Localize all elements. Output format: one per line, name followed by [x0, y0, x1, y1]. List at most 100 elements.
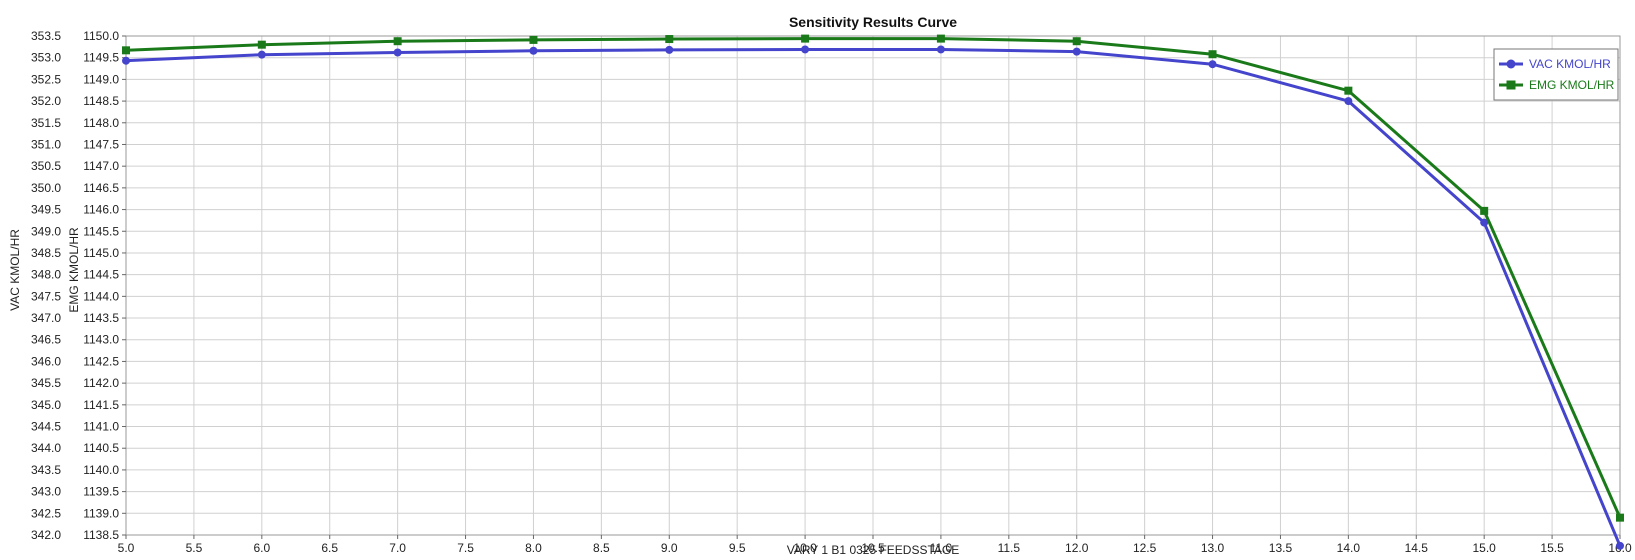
x-tick-label: 7.5: [457, 541, 474, 555]
series-vac: [122, 45, 1624, 550]
x-tick-label: 10.0: [793, 541, 817, 555]
data-point: [1072, 47, 1081, 56]
x-tick-label: 6.0: [253, 541, 270, 555]
data-point: [393, 48, 402, 57]
y-tick-label-emg: 1142.5: [83, 354, 119, 368]
x-axis-label: VARY 1 B1 0325 FEEDSSTAGE: [787, 543, 960, 557]
x-tick-label: 12.0: [1065, 541, 1089, 555]
y-tick-label-emg: 1143.0: [83, 333, 119, 347]
data-point: [529, 35, 538, 44]
data-point: [665, 35, 674, 44]
data-point: [1616, 541, 1624, 550]
x-tick-label: 9.0: [661, 541, 678, 555]
x-tick-label: 9.5: [729, 541, 746, 555]
data-point: [801, 45, 810, 54]
y-tick-label-emg: 1149.0: [83, 72, 119, 86]
y-tick-label-emg: 1149.5: [83, 51, 119, 65]
y-tick-label-emg: 1148.0: [83, 116, 119, 130]
y-tick-label-vac: 350.5: [31, 159, 61, 173]
y-tick-label-emg: 1140.0: [83, 463, 119, 477]
y-tick-label-emg: 1148.5: [83, 94, 119, 108]
x-tick-label: 13.5: [1269, 541, 1293, 555]
data-point: [1208, 60, 1217, 69]
x-tick-label: 11.5: [998, 541, 1021, 555]
x-tick-label: 7.0: [389, 541, 406, 555]
chart-title: Sensitivity Results Curve: [789, 14, 957, 30]
legend-label: EMG KMOL/HR: [1529, 78, 1615, 92]
legend-marker: [1506, 59, 1516, 69]
legend-item-emg: EMG KMOL/HR: [1499, 78, 1615, 92]
x-tick-label: 8.0: [525, 541, 542, 555]
legend-box: [1493, 48, 1619, 101]
data-point: [1344, 97, 1353, 106]
x-tick-label: 14.5: [1405, 541, 1429, 555]
y-tick-label-vac: 347.5: [31, 289, 61, 303]
y-tick-label-vac: 353.5: [31, 29, 61, 43]
y-axis-label-vac: VAC KMOL/HR: [8, 229, 22, 311]
y-tick-label-emg: 1147.0: [83, 159, 119, 173]
y-tick-label-emg: 1145.0: [83, 246, 119, 260]
y-tick-label-emg: 1144.0: [83, 289, 119, 303]
x-tick-label: 15.5: [1540, 541, 1564, 555]
y-tick-label-vac: 351.0: [31, 137, 61, 151]
legend-item-vac: VAC KMOL/HR: [1499, 57, 1611, 71]
y-tick-label-vac: 345.5: [31, 376, 61, 390]
y-axis-emg: 1150.0 1149.5 1149.0 1148.5 1148.0 1147.5 1147…: [83, 29, 119, 542]
y-tick-label-emg: 1143.5: [83, 311, 119, 325]
y-tick-label-emg: 1142.0: [83, 376, 119, 390]
x-tick-label: 10.5: [861, 541, 885, 555]
y-tick-label-emg: 1138.5: [83, 528, 119, 542]
y-tick-label-vac: 352.5: [31, 72, 61, 86]
legend-marker: [1506, 80, 1516, 90]
y-tick-label-emg: 1144.5: [83, 268, 119, 282]
data-point: [1480, 218, 1489, 227]
data-point: [257, 40, 266, 49]
x-tick-label: 13.0: [1201, 541, 1225, 555]
legend-label: VAC KMOL/HR: [1529, 57, 1611, 71]
series-emg: [122, 34, 1624, 522]
data-point: [1072, 37, 1081, 46]
y-tick-label-emg: 1141.5: [83, 398, 119, 412]
data-point: [529, 46, 538, 55]
data-point: [1344, 86, 1353, 95]
x-tick-label: 11.0: [930, 541, 953, 555]
x-tick-label: 12.5: [1133, 541, 1157, 555]
data-point: [936, 34, 945, 43]
y-tick-label-emg: 1139.0: [83, 506, 119, 520]
y-tick-label-emg: 1150.0: [83, 29, 119, 43]
data-point: [1480, 206, 1489, 215]
y-tick-label-vac: 347.0: [31, 311, 61, 325]
y-tick-label-vac: 349.5: [31, 203, 61, 217]
x-tick-label: 8.5: [593, 541, 610, 555]
y-axis-vac: 353.5 353.0 352.5 352.0 351.5 351.0 350.5 350.0…: [31, 29, 126, 542]
data-point: [1208, 50, 1217, 59]
x-axis: 5.0 5.5 6.0 6.5 7.0 7.5 8.0 8.5 9.0 9.5 10.0 10.5 11…: [118, 535, 1632, 555]
y-tick-label-emg: 1141.0: [83, 420, 119, 434]
data-point: [122, 46, 130, 55]
x-tick-label: 15.0: [1473, 541, 1497, 555]
y-axis-label-emg: EMG KMOL/HR: [67, 227, 81, 313]
y-tick-label-vac: 348.5: [31, 246, 61, 260]
y-tick-label-emg: 1145.5: [83, 224, 119, 238]
x-tick-label: 5.0: [118, 541, 135, 555]
data-point: [1616, 513, 1624, 522]
data-point: [122, 56, 130, 65]
x-tick-label: 6.5: [321, 541, 338, 555]
y-tick-label-emg: 1146.5: [83, 181, 119, 195]
y-tick-label-emg: 1139.5: [83, 485, 119, 499]
y-tick-label-vac: 343.0: [31, 485, 61, 499]
y-tick-label-vac: 352.0: [31, 94, 61, 108]
data-point: [393, 37, 402, 46]
y-tick-label-vac: 342.0: [31, 528, 61, 542]
y-tick-label-vac: 342.5: [31, 506, 61, 520]
data-point: [801, 34, 810, 43]
y-tick-label-vac: 344.5: [31, 420, 61, 434]
y-tick-label-vac: 349.0: [31, 224, 61, 238]
data-point: [665, 45, 674, 54]
series-line: [125, 48, 1622, 547]
y-tick-label-vac: 346.5: [31, 333, 61, 347]
grid: [125, 35, 1621, 536]
series-layer: [122, 34, 1624, 550]
